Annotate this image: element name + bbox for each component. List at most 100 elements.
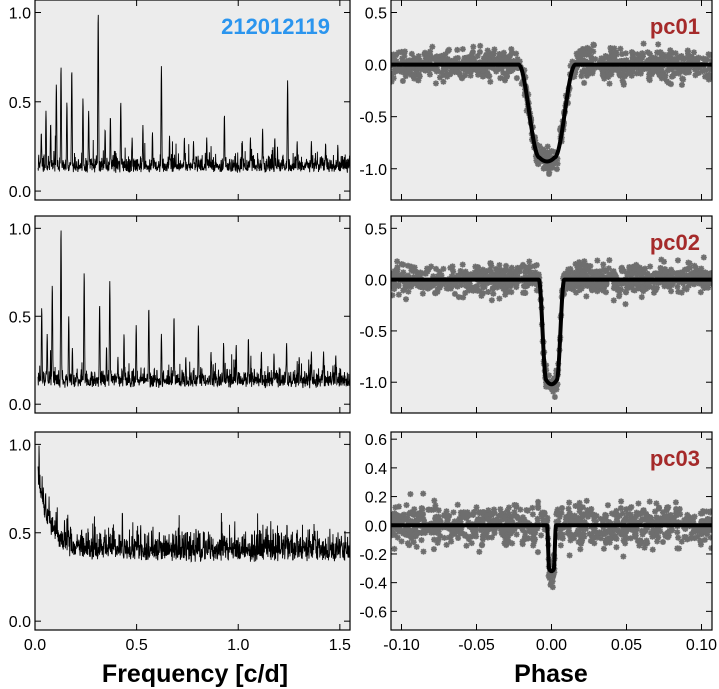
data-point	[698, 519, 705, 526]
periodogram-2: 0.0 0.5 1.0	[9, 215, 351, 414]
data-point	[703, 508, 710, 515]
data-point	[635, 285, 642, 292]
data-point	[500, 270, 507, 277]
data-point	[675, 288, 682, 295]
data-point	[637, 537, 644, 544]
data-point	[541, 509, 548, 516]
data-point	[511, 509, 518, 516]
data-point	[523, 283, 530, 290]
data-point	[658, 75, 665, 82]
y-tick-label: -1.0	[359, 162, 387, 179]
data-point	[541, 526, 548, 533]
data-point	[392, 52, 399, 59]
data-point	[584, 513, 591, 520]
data-point	[628, 72, 635, 79]
data-point	[538, 532, 545, 539]
data-point	[706, 66, 712, 73]
data-point	[501, 280, 508, 287]
data-point	[405, 262, 412, 269]
data-point	[534, 160, 541, 167]
data-point	[469, 50, 476, 57]
data-point	[664, 529, 671, 536]
data-point	[687, 270, 694, 277]
x-tick-label: 0.05	[611, 637, 642, 654]
data-point	[599, 530, 606, 537]
data-point	[578, 73, 585, 80]
data-point	[456, 515, 463, 522]
data-point	[638, 67, 645, 74]
data-point	[476, 48, 483, 55]
data-point	[604, 63, 611, 70]
data-point	[570, 535, 577, 542]
data-point	[607, 44, 614, 51]
data-point	[465, 536, 472, 543]
data-point	[592, 268, 599, 275]
data-point	[475, 269, 482, 276]
data-point	[522, 269, 529, 276]
data-point	[653, 500, 660, 507]
data-point	[486, 266, 493, 273]
data-point	[582, 263, 589, 270]
data-point	[462, 268, 469, 275]
data-point	[565, 525, 572, 532]
data-point	[508, 46, 515, 53]
data-point	[441, 534, 448, 541]
data-point	[571, 512, 578, 519]
data-point	[404, 525, 411, 532]
data-point	[410, 539, 417, 546]
data-point	[611, 511, 618, 518]
data-point	[606, 271, 613, 278]
data-point	[506, 518, 513, 525]
data-point	[446, 512, 453, 519]
data-point	[448, 531, 455, 538]
data-point	[509, 540, 516, 547]
data-point	[533, 141, 540, 148]
data-point	[490, 56, 497, 63]
data-point	[606, 539, 613, 546]
data-point	[405, 272, 412, 279]
data-point	[551, 375, 558, 382]
data-point	[435, 513, 442, 520]
data-point	[578, 511, 585, 518]
data-point	[592, 518, 599, 525]
data-point	[592, 56, 599, 63]
y-tick-label: 0.0	[365, 58, 387, 75]
data-point	[479, 65, 486, 72]
data-point	[684, 536, 691, 543]
data-point	[544, 517, 551, 524]
data-point	[428, 263, 435, 270]
data-point	[606, 257, 613, 264]
data-point	[430, 546, 437, 553]
data-point	[470, 43, 477, 50]
data-point	[517, 516, 524, 523]
data-point	[475, 264, 482, 271]
data-point	[391, 270, 397, 277]
data-point	[572, 502, 579, 509]
data-point	[676, 53, 683, 60]
data-point	[459, 261, 466, 268]
data-point	[675, 534, 682, 541]
data-point	[676, 545, 683, 552]
data-point	[455, 294, 462, 301]
data-point	[460, 294, 467, 301]
data-point	[424, 265, 431, 272]
data-point	[700, 274, 707, 281]
y-tick-label: 0.0	[9, 397, 31, 414]
data-point	[559, 531, 566, 538]
data-point	[695, 267, 702, 274]
phase-pc03: -0.6 -0.4 -0.2 0.0 0.2 0.4 0.6 -0.10 -0.05 0.00 0.…	[359, 431, 717, 654]
data-point	[536, 143, 543, 150]
data-point	[433, 265, 440, 272]
data-point	[502, 266, 509, 273]
data-point	[694, 533, 701, 540]
data-point	[671, 514, 678, 521]
data-point	[432, 80, 439, 87]
y-tick-label: 0.2	[365, 490, 387, 507]
data-point	[557, 542, 564, 549]
data-point	[651, 289, 658, 296]
data-point	[462, 72, 469, 79]
data-point	[466, 511, 473, 518]
data-point	[506, 52, 513, 59]
y-tick-label: -0.4	[359, 576, 387, 593]
